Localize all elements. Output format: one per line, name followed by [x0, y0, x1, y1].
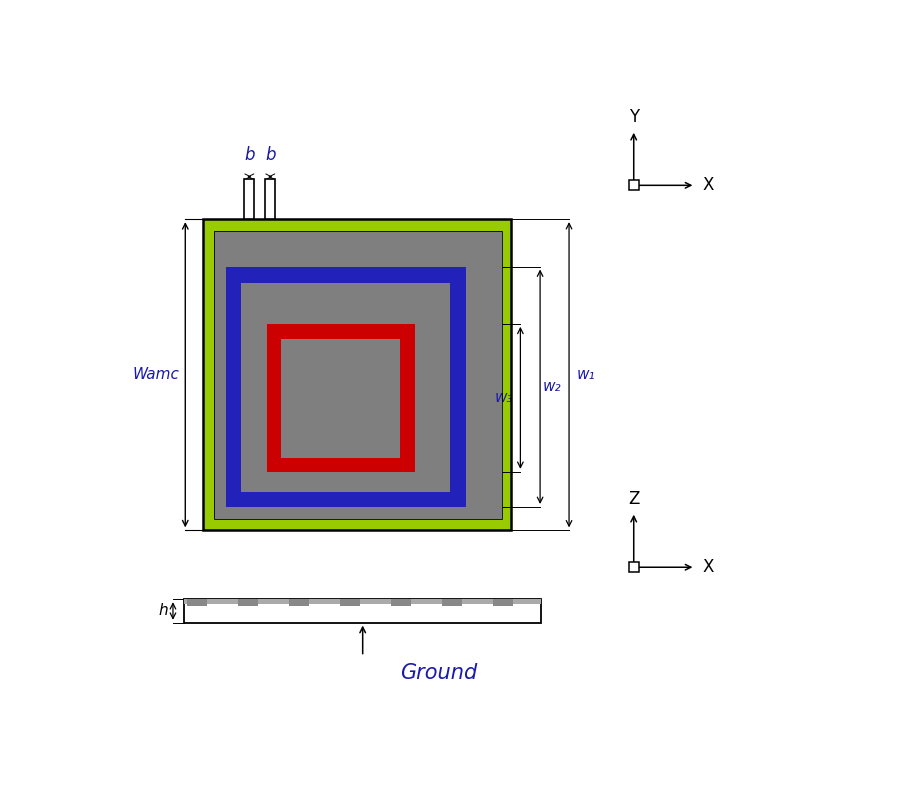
Bar	[213, 231, 502, 519]
Text: h: h	[158, 603, 168, 618]
Bar	[245, 179, 255, 219]
Bar	[226, 266, 466, 507]
Bar	[289, 599, 309, 606]
Bar	[629, 562, 639, 572]
Text: Z: Z	[628, 490, 639, 509]
Bar	[339, 599, 360, 606]
Bar	[184, 599, 541, 604]
Text: Y: Y	[629, 109, 639, 126]
Text: b: b	[244, 146, 255, 164]
Bar	[184, 599, 541, 622]
Bar	[442, 599, 463, 606]
Bar	[493, 599, 513, 606]
Text: X: X	[703, 176, 714, 194]
Bar	[629, 180, 639, 190]
Bar	[213, 231, 502, 519]
Bar	[391, 599, 411, 606]
Bar	[266, 179, 275, 219]
Text: Ground: Ground	[400, 662, 477, 682]
Bar	[238, 599, 258, 606]
Text: b: b	[265, 146, 275, 164]
Text: w₁: w₁	[576, 367, 595, 382]
Bar	[240, 282, 450, 492]
Text: Wamc: Wamc	[132, 367, 179, 382]
Text: X: X	[703, 558, 714, 576]
Bar	[202, 219, 510, 530]
Text: w₂: w₂	[543, 379, 562, 394]
Bar	[282, 339, 400, 458]
Bar	[186, 599, 207, 606]
Text: w₃: w₃	[494, 390, 513, 406]
Bar	[202, 219, 510, 530]
Bar	[267, 324, 415, 472]
